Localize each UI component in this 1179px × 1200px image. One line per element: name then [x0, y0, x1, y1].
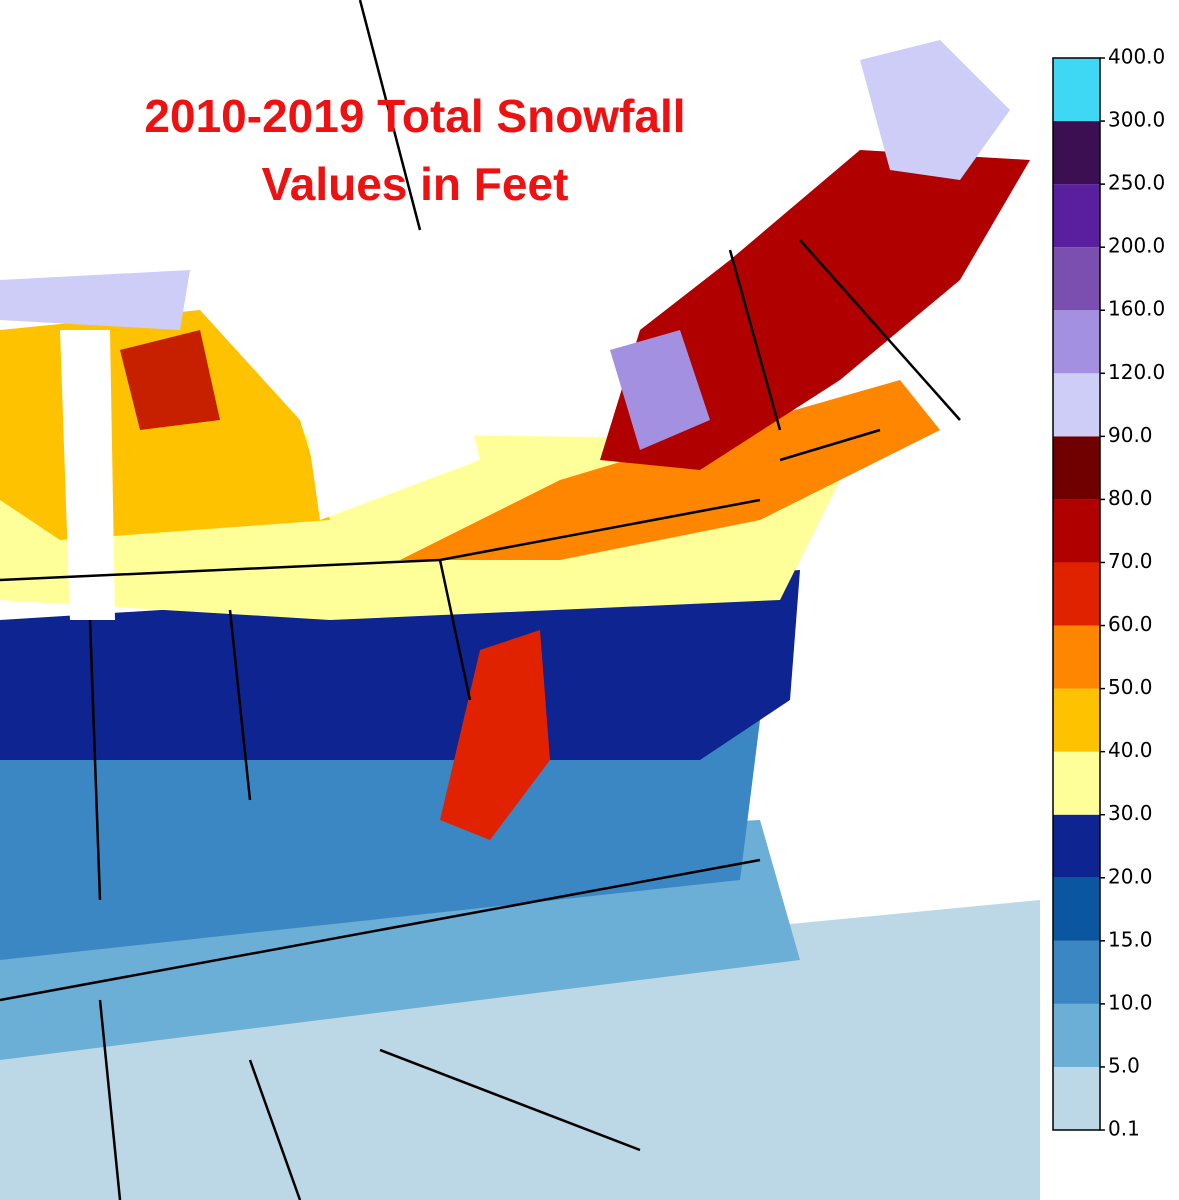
region: [0, 570, 800, 760]
ocean: [800, 460, 1040, 900]
region: [610, 330, 710, 450]
colorbar-label: 200.0: [1108, 234, 1165, 258]
colorbar-segment: [1053, 562, 1100, 626]
colorbar-label: 160.0: [1108, 297, 1165, 321]
colorbar-label: 90.0: [1108, 423, 1153, 447]
colorbar-segment: [1053, 1003, 1100, 1067]
lake: [60, 330, 115, 620]
region: [120, 330, 220, 430]
colorbar-segment: [1053, 184, 1100, 248]
title: Values in Feet: [262, 158, 569, 210]
colorbar-label: 300.0: [1108, 108, 1165, 132]
colorbar-segment: [1053, 814, 1100, 878]
colorbar: 0.1 5.0 10.0 15.0 20.0 30.0 40.0 50.0 60.0 70.0 80…: [1052, 45, 1165, 1141]
region: [860, 40, 1010, 180]
colorbar-segment: [1053, 247, 1100, 311]
colorbar-label: 70.0: [1108, 549, 1153, 573]
colorbar-segment: [1053, 373, 1100, 437]
colorbar-label: 250.0: [1108, 171, 1165, 195]
colorbar-label: 80.0: [1108, 486, 1153, 510]
colorbar-label: 15.0: [1108, 927, 1153, 951]
colorbar-label: 10.0: [1108, 990, 1153, 1014]
colorbar-segment: [1053, 688, 1100, 752]
region: [0, 720, 760, 960]
colorbar-label: 40.0: [1108, 738, 1153, 762]
colorbar-segment: [1053, 58, 1100, 122]
colorbar-segment: [1053, 436, 1100, 500]
colorbar-frame: [1052, 57, 1101, 1131]
colorbar-label: 50.0: [1108, 675, 1153, 699]
colorbar-segment: [1053, 1066, 1100, 1130]
colorbar-label: 120.0: [1108, 360, 1165, 384]
colorbar-segment: [1053, 310, 1100, 374]
colorbar-label: 20.0: [1108, 864, 1153, 888]
lake: [230, 290, 480, 520]
colorbar-segment: [1053, 877, 1100, 941]
colorbar-segment: [1053, 940, 1100, 1004]
colorbar-segment: [1053, 499, 1100, 563]
region: [0, 270, 190, 330]
colorbar-segment: [1053, 121, 1100, 185]
colorbar-label: 60.0: [1108, 612, 1153, 636]
region: [400, 380, 940, 560]
colorbar-label: 30.0: [1108, 801, 1153, 825]
colorbar-segment: [1053, 751, 1100, 815]
colorbar-label: 5.0: [1108, 1053, 1140, 1077]
map: [0, 0, 1040, 1200]
region: [440, 630, 550, 840]
colorbar-label: 400.0: [1108, 45, 1165, 69]
colorbar-label: 0.1: [1108, 1117, 1140, 1141]
colorbar-segment: [1053, 625, 1100, 689]
title: 2010-2019 Total Snowfall: [144, 90, 685, 142]
state-borders: [0, 0, 961, 1200]
region: [600, 150, 1030, 470]
